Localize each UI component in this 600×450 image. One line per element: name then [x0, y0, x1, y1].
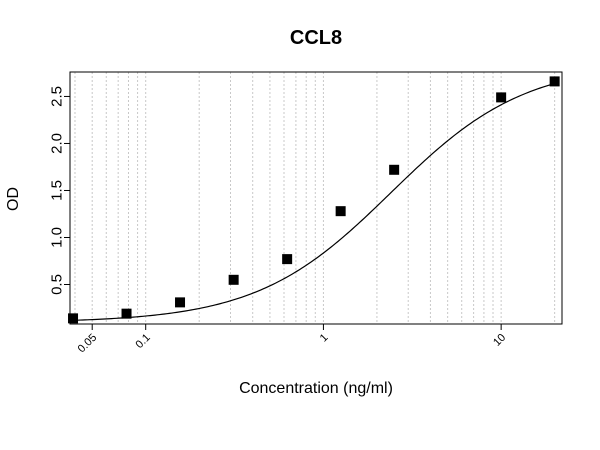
data-point — [68, 313, 79, 324]
data-points — [68, 76, 560, 324]
y-axis-label: OD — [5, 187, 22, 211]
x-tick-label: 10 — [491, 332, 508, 349]
y-tick-label: 1.5 — [48, 180, 65, 201]
x-axis: 0.05 0.1 1 10 — [76, 324, 508, 356]
data-point — [549, 76, 560, 87]
fit-curve — [73, 82, 555, 321]
y-tick-label: 2.0 — [48, 133, 65, 154]
plot-frame — [69, 71, 563, 325]
grid — [74, 72, 556, 324]
x-tick-label: 0.1 — [134, 332, 153, 351]
data-point — [228, 274, 239, 285]
y-tick-label: 0.5 — [48, 274, 65, 295]
chart-title: CCL8 — [290, 27, 342, 49]
x-tick-label: 0.05 — [76, 332, 100, 356]
x-axis-label: Concentration (ng/ml) — [239, 380, 393, 397]
y-tick-label: 2.5 — [48, 86, 65, 107]
data-point — [282, 254, 293, 265]
data-point — [335, 206, 346, 217]
data-point — [175, 297, 186, 308]
data-point — [121, 308, 132, 319]
y-tick-label: 1.0 — [48, 227, 65, 248]
data-point — [496, 92, 507, 103]
x-tick-label: 1 — [318, 332, 331, 345]
data-point — [389, 164, 400, 175]
y-axis: 0.5 1.0 1.5 2.0 2.5 — [48, 86, 70, 295]
